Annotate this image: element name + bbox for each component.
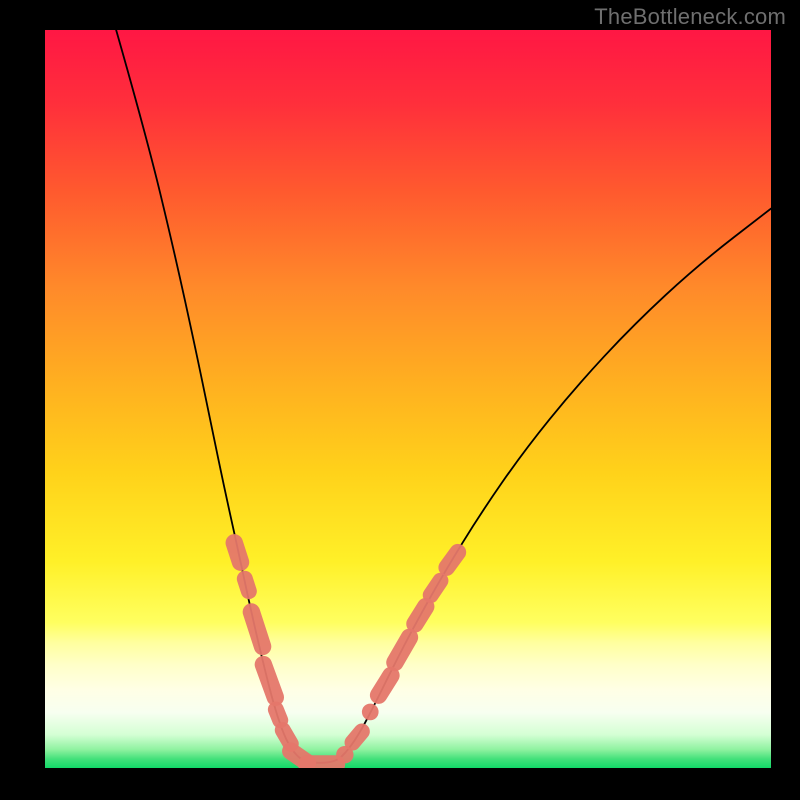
- marker-capsule: [283, 730, 291, 744]
- chart-root: TheBottleneck.com: [0, 0, 800, 800]
- marker-capsule: [447, 552, 458, 567]
- marker-capsule: [379, 675, 391, 695]
- marker-capsule: [234, 543, 240, 562]
- marker-capsule: [251, 612, 262, 647]
- marker-dot: [362, 704, 379, 721]
- marker-capsule: [415, 607, 426, 624]
- gradient-bg: [45, 30, 771, 768]
- watermark-text: TheBottleneck.com: [594, 4, 786, 30]
- marker-capsule: [263, 665, 275, 698]
- marker-capsule: [353, 731, 362, 742]
- chart-svg: [45, 30, 771, 768]
- marker-capsule: [276, 709, 280, 720]
- marker-capsule: [431, 581, 441, 595]
- marker-capsule: [245, 579, 249, 591]
- plot-area: [45, 30, 771, 768]
